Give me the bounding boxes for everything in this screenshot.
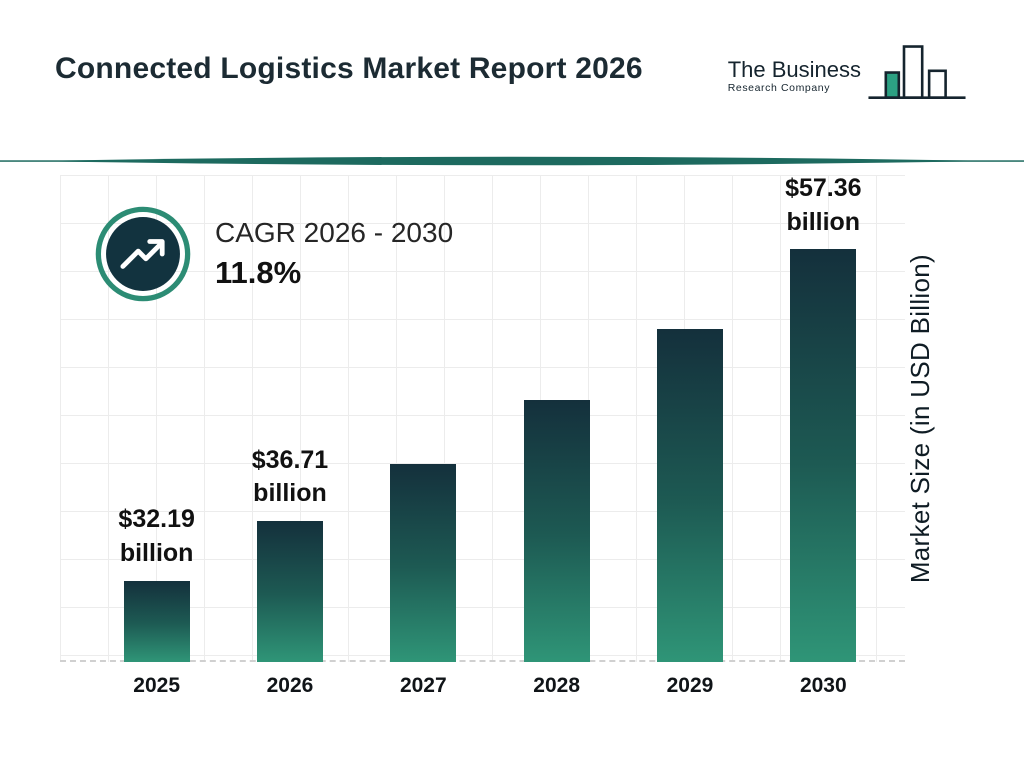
bar-slot-2028 [490,175,623,662]
bar-2027 [390,464,457,662]
bar-2025 [123,580,190,662]
page-title: Connected Logistics Market Report 2026 [55,52,643,85]
x-tick-2027: 2027 [399,674,447,697]
bar-slot-2027 [357,175,490,662]
cagr-value: 11.8% [215,255,302,290]
cagr-badge: CAGR 2026 - 2030 11.8% [95,206,453,302]
bar-slot-2025: $32.19 billion [90,175,223,662]
bar-2028 [523,400,590,662]
bar-2026 [256,521,323,662]
y-axis-label: Market Size (in USD Billion) [904,253,935,584]
x-tick-2026: 2026 [266,674,314,697]
x-tick-2029: 2029 [666,674,714,697]
x-tick-2025: 2025 [133,674,181,697]
trend-up-icon [95,206,191,302]
x-axis-baseline [60,660,905,662]
bar-value-label-2026: $36.71 billion [251,445,329,508]
bar-chart: $32.19 billion $36.71 billion $57.36 billion [60,173,905,662]
bar-2030 [790,249,857,662]
bar-slot-2030: $57.36 billion [757,173,890,662]
x-axis-labels: 2025 2026 2027 2028 2029 2030 [60,674,905,698]
bar-value-label-2030: $57.36 billion [785,173,862,236]
x-tick-2028: 2028 [533,674,580,697]
company-logo-text: The Business Research Company [728,58,861,93]
bar-slot-2026: $36.71 billion [223,175,356,662]
logo-bar-chart-icon [868,45,966,99]
company-logo: The Business Research Company [728,36,969,116]
bar-value-label-2025: $32.19 billion [118,505,195,567]
bar-2029 [656,329,723,662]
logo-line2: Research Company [727,81,831,94]
bar-slot-2029 [623,175,756,662]
cagr-label: CAGR 2026 - 2030 [215,217,454,248]
divider-line [0,156,1024,166]
cagr-text: CAGR 2026 - 2030 11.8% [215,217,453,291]
bars-container: $32.19 billion $36.71 billion $57.36 billion [90,173,890,662]
logo-line1: The Business [727,57,861,83]
x-tick-2030: 2030 [799,674,847,697]
